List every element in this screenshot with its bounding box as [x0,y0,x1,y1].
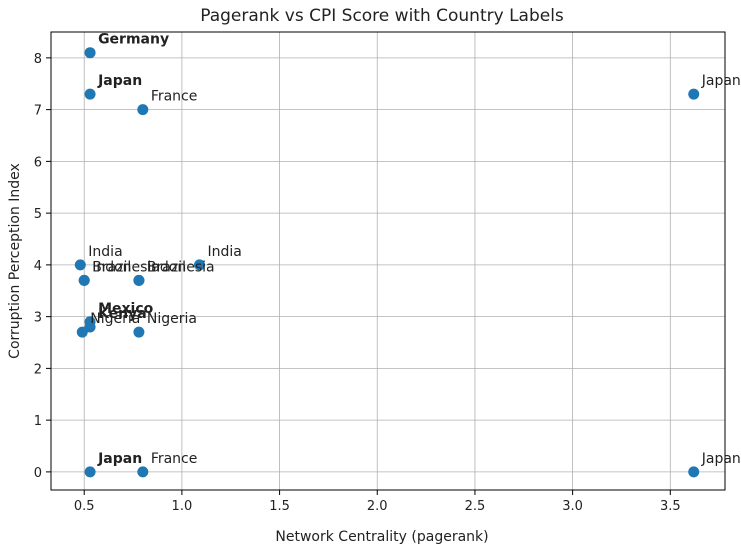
data-point [688,88,700,100]
x-axis-label: Network Centrality (pagerank) [275,529,488,545]
x-tick-label: 3.0 [562,499,583,514]
y-tick-label: 3 [34,311,42,326]
x-axis-ticks: 0.5 1.0 1.5 2.0 2.5 3.0 3.5 [74,490,681,514]
plot-frame [50,31,726,491]
data-point [84,321,96,333]
points-layer [74,47,700,478]
point-label: Brazil [147,259,186,275]
point-label: Japan [701,73,741,89]
point-label: Kenya [98,306,147,322]
point-label: India [207,244,241,260]
x-tick-label: 1.0 [172,499,193,514]
x-tick-label: 1.5 [269,499,290,514]
point-label: Japan [97,73,142,89]
point-label: Japan [97,451,142,467]
y-tick-label: 5 [34,207,42,222]
x-tick-label: 2.0 [367,499,388,514]
point-label: Japan [701,451,741,467]
y-tick-label: 6 [34,155,42,170]
y-tick-label: 4 [34,259,42,274]
grid-layer [51,32,725,490]
data-point [74,259,86,271]
point-label: Brazil [92,259,131,275]
y-tick-label: 2 [34,362,42,377]
data-point [84,466,96,478]
x-tick-label: 2.5 [465,499,486,514]
y-tick-label: 0 [34,466,42,481]
y-tick-label: 7 [34,104,42,119]
chart-title: Pagerank vs CPI Score with Country Label… [200,6,564,26]
data-point [76,326,88,338]
data-point [78,274,90,286]
y-tick-label: 1 [34,414,42,429]
point-label: France [151,89,198,105]
y-axis-label: Corruption Perception Index [7,163,23,359]
x-tick-label: 0.5 [74,499,95,514]
data-point [137,104,149,116]
y-axis-ticks: 0 1 2 3 4 5 6 7 8 [34,52,51,481]
point-label: Nigeria [147,311,197,327]
point-label: Germany [98,32,169,48]
point-label: France [151,451,198,467]
point-label: Mexico [98,301,154,317]
data-point [193,259,205,271]
data-point [688,466,700,478]
data-point [137,466,149,478]
data-point [84,88,96,100]
y-tick-label: 8 [34,52,42,67]
point-label: Indonesia [92,259,160,275]
data-point [84,47,96,59]
data-point [133,326,145,338]
point-label: India [88,244,122,260]
data-point [133,274,145,286]
x-tick-label: 3.5 [660,499,681,514]
point-label: Nigeria [90,311,140,327]
point-label: Indonesia [147,259,215,275]
